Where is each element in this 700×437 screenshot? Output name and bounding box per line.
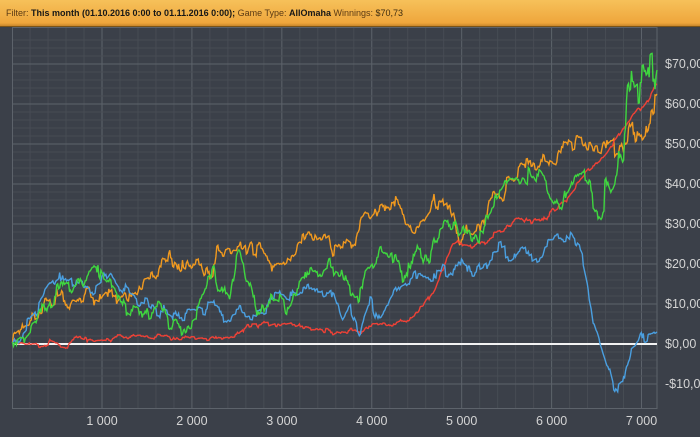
svg-text:5 000: 5 000 (446, 414, 477, 428)
svg-text:$0,00: $0,00 (665, 337, 696, 351)
svg-text:3 000: 3 000 (266, 414, 297, 428)
svg-text:$50,00: $50,00 (665, 137, 700, 151)
svg-text:4 000: 4 000 (356, 414, 387, 428)
svg-text:7 000: 7 000 (626, 414, 657, 428)
svg-text:$30,00: $30,00 (665, 217, 700, 231)
svg-text:$20,00: $20,00 (665, 257, 700, 271)
svg-text:2 000: 2 000 (176, 414, 207, 428)
svg-text:6 000: 6 000 (536, 414, 567, 428)
svg-text:$60,00: $60,00 (665, 97, 700, 111)
svg-text:-$10,00: -$10,00 (665, 377, 700, 391)
svg-text:$70,00: $70,00 (665, 57, 700, 71)
svg-text:1 000: 1 000 (86, 414, 117, 428)
svg-text:$10,00: $10,00 (665, 297, 700, 311)
svg-text:$40,00: $40,00 (665, 177, 700, 191)
